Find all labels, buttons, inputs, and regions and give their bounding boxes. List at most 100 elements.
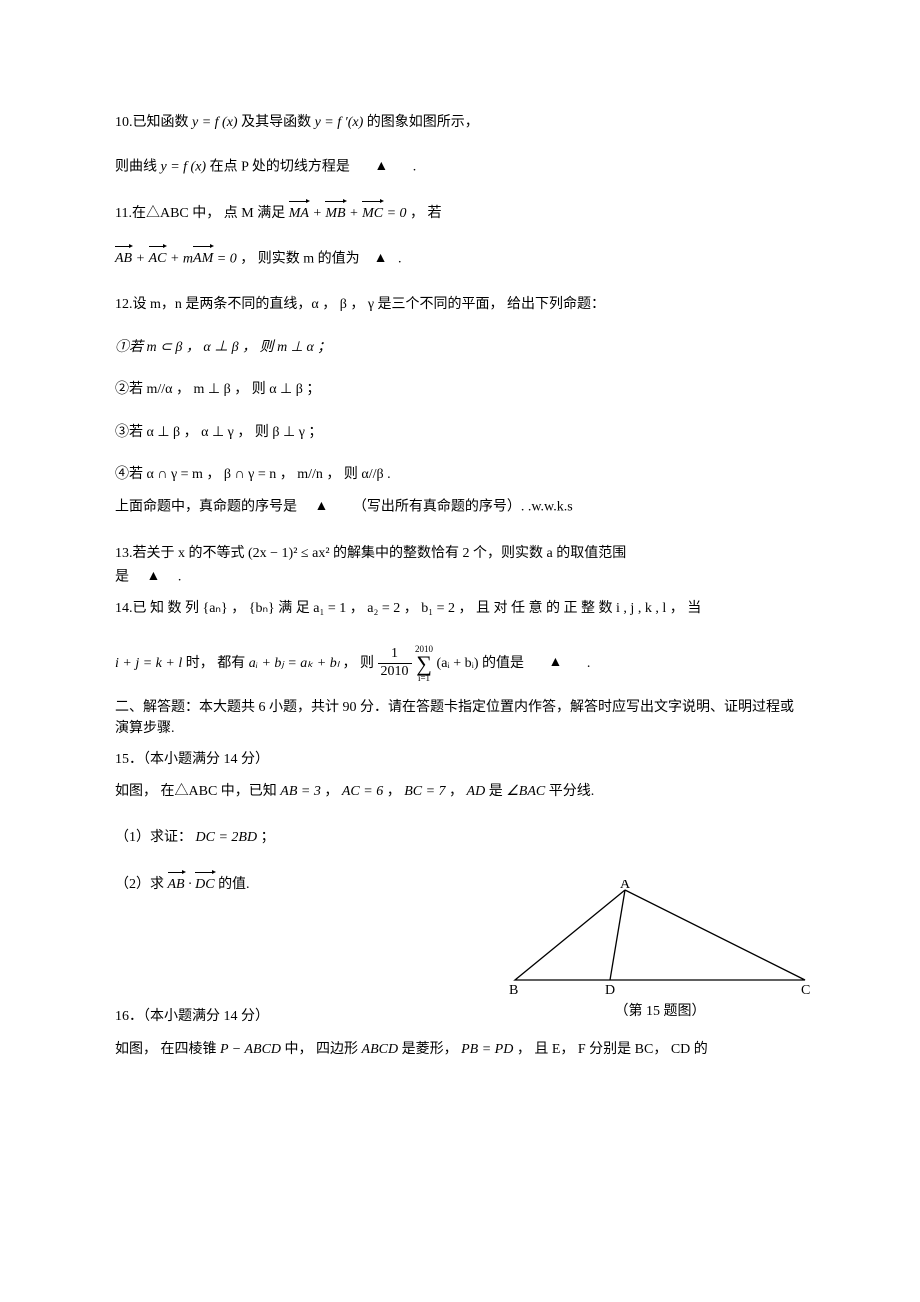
q14-frac: 1 2010 [378,646,412,681]
q12-ca: 上面命题中，真命题的序号是 [115,500,297,515]
q15-AD-c: 平分线. [549,784,595,799]
q12-p3: ③若 α ⊥ β ， α ⊥ γ ， 则 β ⊥ γ ； [115,422,805,444]
q12-p2: ②若 m//α ， m ⊥ β ， 则 α ⊥ β ； [115,379,805,401]
q11-line1: 11.在△ABC 中， 点 M 满足 MA + MB + MC = 0 ， 若 [115,203,805,225]
q10-l2c: 在点 P 处的切线方程是 [210,160,350,175]
vec-AC: AC [149,248,167,270]
q13-line2: 是 ▲ . [115,566,805,589]
figure-15-caption: （第 15 题图） [500,1001,820,1023]
q10-number: 10. [115,115,133,130]
eq0: = 0 [387,206,407,221]
q11-line2: AB + AC + mAM = 0 ， 则实数 m 的值为 ▲ . [115,248,805,271]
question-13: 13.若关于 x 的不等式 (2x − 1)² ≤ ax² 的解集中的整数恰有 … [115,543,805,588]
q12-conclude: 上面命题中，真命题的序号是 ▲ （写出所有真命题的序号）. .w.w.k.s [115,496,805,519]
q10-f1: y = f (x) [192,115,238,130]
q14-l2e: 的值是 [482,656,524,671]
q14-line2: i + j = k + l 时， 都有 aᵢ + bⱼ = aₖ + bₗ ， … [115,645,805,683]
q15-a: 如图， 在△ABC 中，已知 [115,784,277,799]
q15-p2b: 的值. [218,877,250,892]
label-A: A [620,880,631,892]
vec-AM: AM [193,248,213,270]
q10-tail: . [413,160,417,175]
q10-l2a: 则曲线 [115,160,157,175]
q12-introtext: 设 m，n 是两条不同的直线，α ， β ， γ 是三个不同的平面， 给出下列命… [133,297,606,312]
q16-pbpd: PB = PD [461,1042,513,1057]
q13-expr: (2x − 1)² ≤ ax² [248,546,330,561]
q10-f2: y = f ′(x) [315,115,364,130]
q12-intro: 12.设 m，n 是两条不同的直线，α ， β ， γ 是三个不同的平面， 给出… [115,294,805,316]
q10-t2: 及其导函数 [241,115,311,130]
vec-AB2: AB [168,874,185,896]
q15-AD-a: AD [467,784,486,799]
question-11: 11.在△ABC 中， 点 M 满足 MA + MB + MC = 0 ， 若 … [115,203,805,270]
q11-t2: ， 若 [410,206,442,221]
q11-tail: . [398,251,402,266]
q15-p1a: （1）求证： [115,830,192,845]
q15-p1c: ； [261,830,275,845]
q14-l2a: i + j = k + l [115,656,182,671]
q15-AC: AC = 6 [342,784,383,799]
q11-number: 11. [115,206,132,221]
blank-triangle: ▲ [315,496,329,518]
q15-body: 如图， 在△ABC 中，已知 AB = 3 ， AC = 6 ， BC = 7 … [115,781,805,803]
q12-cb: （写出所有真命题的序号）. .w.w.k.s [353,500,573,515]
plus: + [136,251,149,266]
frac-num: 1 [378,646,412,664]
q15-p1b: DC = 2BD [196,830,258,845]
label-D: D [605,983,615,995]
vec-MB: MB [325,203,345,225]
q13-line1: 13.若关于 x 的不等式 (2x − 1)² ≤ ax² 的解集中的整数恰有 … [115,543,805,565]
q16-t4: ， 且 E， F 分别是 BC， CD 的 [517,1042,708,1057]
q14-sumbody: (aᵢ + bᵢ) [437,656,479,671]
triangle-diagram: A B C D [505,880,815,995]
q14-l2c: aᵢ + bⱼ = aₖ + bₗ [249,656,339,671]
q16-t1: 如图， 在四棱锥 [115,1042,217,1057]
plus: + [349,206,362,221]
q14-number: 14. [115,601,133,616]
blank-triangle: ▲ [374,156,388,178]
q15-angle: ∠BAC [506,784,545,799]
q10-line2: 则曲线 y = f (x) 在点 P 处的切线方程是 ▲ . [115,156,805,179]
figure-15: A B C D （第 15 题图） [500,880,820,1023]
q14-bn: {bₙ} [249,601,275,616]
q10-line1: 10.已知函数 y = f (x) 及其导函数 y = f ′(x) 的图象如图… [115,112,805,134]
q14-t3: ， 且 对 任 意 的 正 整 数 i , j , k , l ， 当 [459,601,702,616]
q14-sum: 2010 ∑ i=1 [415,645,433,683]
q15-AB: AB = 3 [280,784,321,799]
blank-triangle: ▲ [374,248,388,270]
q14-b1: b₁ = 2 [421,601,455,616]
q13-number: 13. [115,546,133,561]
q12-number: 12. [115,297,133,312]
q14-l2b: 时， 都有 [186,656,246,671]
q13-t2: 的解集中的整数恰有 2 个，则实数 a 的取值范围 [333,546,626,561]
q11-t1: 在△ABC 中， 点 M 满足 [132,206,285,221]
q14-tail: . [587,656,591,671]
section2-header: 二、解答题：本大题共 6 小题，共计 90 分．请在答题卡指定位置内作答，解答时… [115,697,805,739]
q13-l2: 是 [115,569,129,584]
label-C: C [801,983,810,995]
q16-t2: 中， 四边形 [285,1042,359,1057]
sigma-icon: ∑ [415,654,433,674]
question-12: 12.设 m，n 是两条不同的直线，α ， β ， γ 是三个不同的平面， 给出… [115,294,805,519]
blank-triangle: ▲ [147,566,161,588]
q14-c1: ， [231,601,245,616]
plus: + [170,251,183,266]
q15-BC: BC = 7 [404,784,445,799]
question-14: 14.已 知 数 列 {aₙ} ， {bₙ} 满 足 a₁ = 1 ， a₂ =… [115,598,805,682]
frac-den: 2010 [378,664,412,681]
q16-abcd: ABCD [362,1042,399,1057]
line-AD [610,890,625,980]
q15-number: 15．（本小题满分 14 分） [115,749,805,771]
vec-AB: AB [115,248,132,270]
plus: + [312,206,325,221]
q14-a1: a₁ = 1 [313,601,346,616]
label-B: B [509,983,518,995]
triangle-outline [515,890,805,980]
q13-t1: 若关于 x 的不等式 [133,546,245,561]
question-10: 10.已知函数 y = f (x) 及其导函数 y = f ′(x) 的图象如图… [115,112,805,179]
q14-a2: a₂ = 2 [367,601,400,616]
q16-t3: 是菱形， [402,1042,458,1057]
q10-t1: 已知函数 [133,115,189,130]
q14-line1: 14.已 知 数 列 {aₙ} ， {bₙ} 满 足 a₁ = 1 ， a₂ =… [115,598,805,620]
q15-AD-b: 是 [489,784,503,799]
